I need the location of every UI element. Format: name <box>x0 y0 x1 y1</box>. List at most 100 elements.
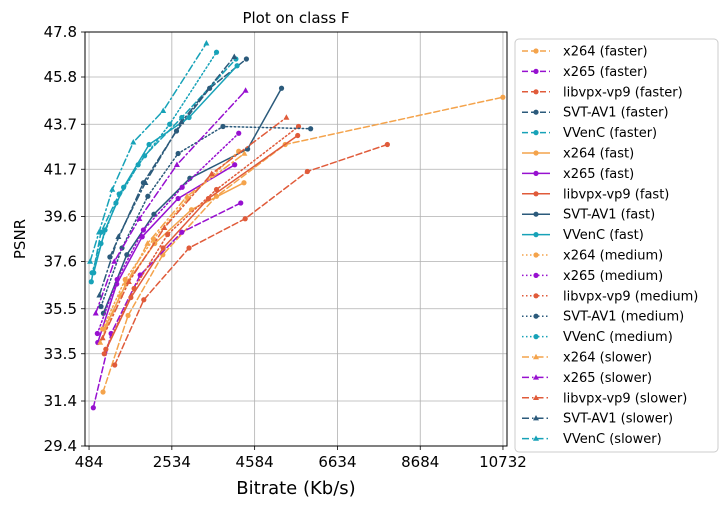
data-point <box>100 326 106 332</box>
data-point <box>203 40 210 46</box>
legend-entry: VVenC (faster) <box>522 126 657 141</box>
legend-label: VVenC (fast) <box>563 228 644 243</box>
data-point <box>295 132 301 139</box>
data-point <box>114 276 120 283</box>
legend-label: libvpx-vp9 (medium) <box>563 289 698 304</box>
data-point <box>231 53 238 59</box>
data-point <box>141 297 147 303</box>
data-point <box>99 334 106 341</box>
data-point <box>125 278 132 284</box>
data-point <box>130 139 137 145</box>
gridlines <box>85 31 507 447</box>
data-point <box>241 150 248 156</box>
data-point <box>136 215 143 221</box>
legend-label: x264 (medium) <box>563 249 663 264</box>
data-point <box>128 294 134 301</box>
y-tick-label: 37.6 <box>44 253 77 271</box>
legend-label: SVT-AV1 (fast) <box>563 208 655 223</box>
data-point <box>98 240 104 247</box>
legend-entry: SVT-AV1 (fast) <box>522 208 655 223</box>
data-point <box>88 279 94 285</box>
data-point <box>161 224 168 230</box>
x-tick-label: 484 <box>75 453 104 471</box>
data-point <box>97 339 104 345</box>
data-point <box>160 245 166 251</box>
legend-marker <box>533 191 539 197</box>
series-18 <box>96 53 238 298</box>
legend-label: x265 (faster) <box>563 65 648 80</box>
series-17 <box>99 114 290 341</box>
legend-label: libvpx-vp9 (slower) <box>563 391 687 406</box>
series-line <box>105 125 300 350</box>
series-8 <box>100 85 285 316</box>
data-point <box>243 56 250 62</box>
data-point <box>89 270 95 276</box>
legend-label: libvpx-vp9 (faster) <box>563 85 683 100</box>
legend-marker <box>533 353 539 360</box>
data-point <box>167 121 173 127</box>
series-13 <box>98 123 314 310</box>
legend-marker <box>533 109 539 115</box>
data-point <box>179 229 185 235</box>
data-point <box>140 227 147 233</box>
x-tick-label: 10732 <box>479 453 527 471</box>
legend-marker <box>533 150 539 156</box>
data-point <box>87 258 94 264</box>
data-point <box>238 200 244 206</box>
data-point <box>208 170 215 176</box>
series-line <box>102 96 504 393</box>
series-7 <box>101 132 301 357</box>
data-point <box>175 195 181 202</box>
legend-entry: SVT-AV1 (slower) <box>522 412 673 427</box>
data-point <box>278 85 285 91</box>
legend-marker <box>533 232 539 238</box>
data-point <box>186 114 192 121</box>
data-point <box>102 227 108 233</box>
data-point <box>242 216 248 222</box>
data-point <box>100 389 106 395</box>
legend-entry: SVT-AV1 (medium) <box>522 310 684 325</box>
data-point <box>186 245 192 251</box>
series-19 <box>87 40 210 264</box>
data-point <box>142 179 149 185</box>
x-tick-label: 8684 <box>401 453 439 471</box>
legend: x264 (faster) x265 (faster) libvpx-vp9 (fa… <box>522 45 698 447</box>
y-axis-label: PSNR <box>11 219 29 259</box>
data-point <box>151 211 157 217</box>
legend-entry: libvpx-vp9 (faster) <box>522 85 683 100</box>
y-tick-label: 29.4 <box>44 437 77 455</box>
series-11 <box>94 130 242 337</box>
legend-label: x265 (fast) <box>563 167 634 182</box>
series-lines <box>87 40 506 411</box>
legend-marker <box>533 211 539 217</box>
data-point <box>96 292 103 298</box>
legend-marker <box>533 313 539 319</box>
data-point <box>242 87 249 93</box>
data-point <box>121 184 127 190</box>
data-point <box>232 162 238 168</box>
legend-label: SVT-AV1 (faster) <box>563 106 669 121</box>
data-point <box>283 114 290 120</box>
chart-title: Plot on class F <box>242 9 349 27</box>
data-point <box>131 285 137 292</box>
series-12 <box>103 123 302 352</box>
legend-entry: VVenC (slower) <box>522 432 662 447</box>
y-tick-label: 39.6 <box>44 208 77 226</box>
legend-marker <box>533 293 539 299</box>
data-point <box>220 123 226 130</box>
plot-frame <box>84 31 508 447</box>
data-point <box>103 346 109 352</box>
legend-entry: x264 (slower) <box>522 351 652 366</box>
legend-entry: libvpx-vp9 (slower) <box>522 391 687 406</box>
data-point <box>187 175 193 181</box>
data-point <box>144 240 151 246</box>
data-point <box>241 180 247 186</box>
data-point <box>173 161 180 167</box>
data-point <box>92 310 99 316</box>
data-point <box>124 252 130 258</box>
legend-label: x264 (fast) <box>563 147 634 162</box>
legend-marker <box>533 252 539 258</box>
legend-marker <box>533 415 539 421</box>
legend-marker <box>533 170 539 176</box>
